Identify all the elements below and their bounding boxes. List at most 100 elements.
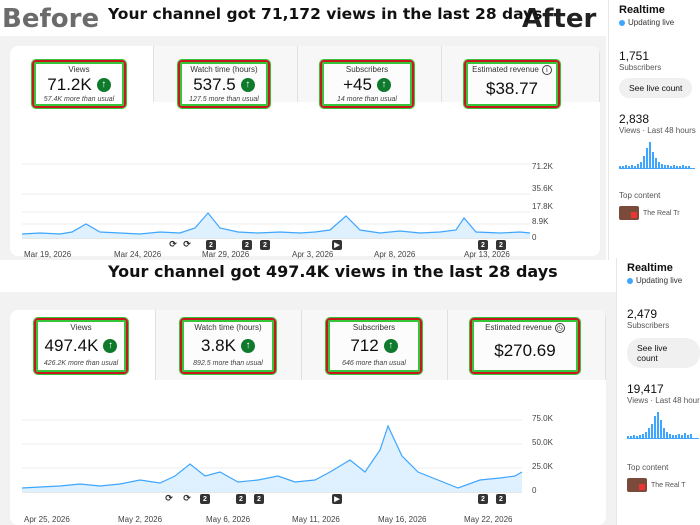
live-dot-icon <box>619 19 625 26</box>
arrow-up-icon: ↑ <box>103 339 118 353</box>
arrow-up-icon: ↑ <box>96 78 111 92</box>
x-tick: May 22, 2026 <box>464 515 513 524</box>
y-tick: 8.9K <box>532 217 549 226</box>
metric-value: 497.4K <box>44 336 99 355</box>
before-panel: Views 71.2K ↑ 57.4K more than usual Watch… <box>0 36 606 260</box>
realtime-title: Realtime <box>619 4 665 16</box>
marker-count[interactable]: 2 <box>236 494 246 504</box>
marker-count[interactable]: 2 <box>478 240 488 250</box>
after-area-fill <box>22 426 522 492</box>
metric-value: $38.77 <box>486 79 538 98</box>
x-tick: May 11, 2026 <box>292 515 340 524</box>
top-content-title: The Real T <box>651 481 686 489</box>
metric-value: +45 <box>343 75 372 94</box>
metric-sub: 127.5 more than usual <box>189 96 259 103</box>
before-views-chart <box>21 163 531 239</box>
video-marker-icon[interactable]: ⟳ <box>165 492 173 503</box>
metric-value: $270.69 <box>494 341 556 360</box>
metric-label: Views <box>70 323 92 332</box>
y-tick: 25.0K <box>532 462 553 471</box>
marker-count[interactable]: 2 <box>254 494 264 504</box>
y-tick: 75.0K <box>532 414 553 423</box>
x-tick: Apr 8, 2026 <box>374 250 416 259</box>
realtime-bar-chart <box>619 141 695 169</box>
after-metric-views: Views 497.4K ↑ 426.2K more than usual <box>34 318 128 374</box>
metric-value: 71.2K <box>47 75 92 94</box>
top-content-label: Top content <box>619 191 661 200</box>
marker-count[interactable]: 2 <box>478 494 488 504</box>
arrow-up-icon: ↑ <box>240 339 255 353</box>
after-panel: Views 497.4K ↑ 426.2K more than usual Wat… <box>0 292 616 525</box>
realtime-bar-chart <box>627 411 699 439</box>
x-tick: Mar 29, 2026 <box>202 250 250 259</box>
metric-label: Watch time (hours) <box>194 323 262 332</box>
video-thumbnail <box>619 206 639 220</box>
after-label: After <box>522 4 597 34</box>
top-content-item[interactable]: The Real Tr <box>619 206 700 220</box>
before-metric-watch-time: Watch time (hours) 537.5 ↑ 127.5 more tha… <box>178 60 270 108</box>
live-dot-icon <box>627 277 633 284</box>
arrow-up-icon: ↑ <box>240 78 255 92</box>
y-tick: 17.8K <box>532 202 553 211</box>
metric-label: Views <box>68 65 90 74</box>
before-metric-tabs: Views 71.2K ↑ 57.4K more than usual Watch… <box>10 46 600 108</box>
top-content-label: Top content <box>627 463 669 472</box>
x-tick: Mar 19, 2026 <box>24 250 72 259</box>
metric-value: 712 <box>350 336 379 355</box>
live-status: Updating live <box>636 276 683 285</box>
marker-count[interactable]: 2 <box>242 240 252 250</box>
top-content-item[interactable]: The Real T <box>627 478 700 492</box>
before-line <box>21 212 531 235</box>
views-value: 2,838 <box>619 112 650 126</box>
y-tick: 50.0K <box>532 438 553 447</box>
views-value: 19,417 <box>627 382 664 396</box>
metric-label: Subscribers <box>352 323 396 332</box>
after-headline: Your channel got 497.4K views in the las… <box>108 262 558 281</box>
x-tick: May 16, 2026 <box>378 515 427 524</box>
before-analytics-card: Views 71.2K ↑ 57.4K more than usual Watch… <box>10 46 600 256</box>
subs-value: 2,479 <box>627 307 658 321</box>
views-label: Views · Last 48 hours <box>619 126 696 135</box>
video-marker-icon[interactable]: ⟳ <box>169 238 177 249</box>
marker-count[interactable]: 2 <box>496 240 506 250</box>
x-tick: Apr 3, 2026 <box>292 250 334 259</box>
metric-sub: 892.5 more than usual <box>193 360 263 367</box>
metric-sub: 646 more than usual <box>342 360 406 367</box>
metric-label: Estimated revenue <box>485 323 552 333</box>
subs-label: Subscribers <box>627 321 670 330</box>
info-icon[interactable]: i <box>541 65 552 75</box>
y-tick: 0 <box>532 486 537 495</box>
video-thumbnail <box>627 478 647 492</box>
marker-count[interactable]: 2 <box>496 494 506 504</box>
metric-value: 537.5 <box>193 75 236 94</box>
live-status: Updating live <box>628 18 675 27</box>
clock-icon[interactable]: ◷ <box>554 323 565 333</box>
marker-count[interactable]: 2 <box>260 240 270 250</box>
marker-count[interactable]: 2 <box>200 494 210 504</box>
before-label: Before <box>2 4 100 34</box>
after-metric-subscribers: Subscribers 712 ↑ 646 more than usual <box>326 318 422 374</box>
before-realtime-sidebar: Realtime Updating live 1,751 Subscribers… <box>608 0 700 260</box>
x-tick: Apr 13, 2026 <box>464 250 510 259</box>
before-metric-subscribers: Subscribers +45 ↑ 14 more than usual <box>320 60 414 108</box>
see-live-count-button[interactable]: See live count <box>627 338 700 368</box>
y-tick: 71.2K <box>532 162 553 171</box>
video-marker-icon[interactable]: ⟳ <box>183 238 191 249</box>
after-line <box>21 424 523 489</box>
metric-sub: 14 more than usual <box>337 96 397 103</box>
subs-value: 1,751 <box>619 49 650 63</box>
marker-count[interactable]: 2 <box>206 240 216 250</box>
video-marker-icon[interactable]: ⟳ <box>183 492 191 503</box>
top-content-title: The Real Tr <box>643 209 680 217</box>
metric-value: 3.8K <box>201 336 236 355</box>
play-marker-icon[interactable]: ▶ <box>332 240 342 250</box>
x-tick: May 6, 2026 <box>206 515 251 524</box>
y-tick: 35.6K <box>532 184 553 193</box>
after-metric-watch-time: Watch time (hours) 3.8K ↑ 892.5 more than… <box>180 318 276 374</box>
play-marker-icon[interactable]: ▶ <box>332 494 342 504</box>
see-live-count-button[interactable]: See live count <box>619 78 693 98</box>
x-tick: Mar 24, 2026 <box>114 250 162 259</box>
metric-sub: 426.2K more than usual <box>43 360 119 367</box>
metric-label: Watch time (hours) <box>190 65 258 74</box>
before-metric-revenue: Estimated revenue i $38.77 <box>464 60 560 108</box>
